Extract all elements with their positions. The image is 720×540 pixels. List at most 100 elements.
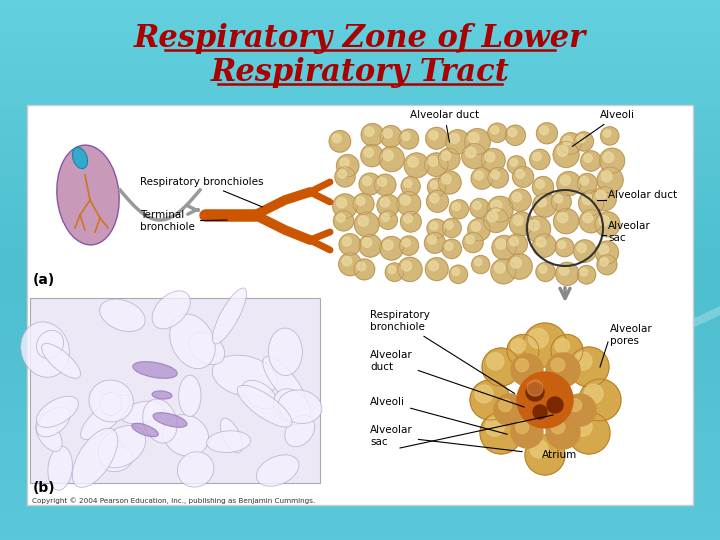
Circle shape (530, 440, 548, 458)
Circle shape (491, 171, 500, 179)
Circle shape (495, 262, 505, 273)
Ellipse shape (212, 288, 246, 344)
Circle shape (471, 222, 480, 231)
Ellipse shape (37, 330, 63, 359)
Circle shape (499, 399, 512, 411)
Circle shape (342, 237, 351, 246)
Circle shape (470, 199, 490, 218)
Circle shape (400, 195, 410, 205)
Circle shape (577, 243, 586, 253)
Circle shape (468, 219, 490, 241)
Circle shape (428, 178, 446, 197)
Circle shape (511, 416, 543, 448)
Circle shape (510, 258, 521, 268)
Ellipse shape (57, 145, 120, 245)
Circle shape (581, 151, 601, 171)
Circle shape (400, 211, 421, 232)
Circle shape (378, 178, 387, 186)
Circle shape (487, 212, 498, 222)
Circle shape (560, 133, 581, 154)
Circle shape (402, 132, 410, 140)
Circle shape (428, 235, 436, 244)
Ellipse shape (102, 439, 122, 460)
Circle shape (516, 421, 528, 434)
Circle shape (547, 397, 563, 413)
Circle shape (557, 145, 568, 156)
Circle shape (580, 210, 603, 233)
Circle shape (358, 216, 369, 226)
Circle shape (463, 232, 483, 253)
Circle shape (449, 133, 459, 144)
Circle shape (472, 255, 490, 274)
FancyBboxPatch shape (30, 298, 320, 483)
Circle shape (445, 242, 453, 250)
Circle shape (546, 415, 580, 449)
Circle shape (536, 180, 544, 188)
Circle shape (491, 259, 516, 284)
Circle shape (473, 201, 481, 210)
Ellipse shape (212, 355, 277, 397)
Circle shape (356, 197, 365, 205)
Text: Alveolar duct: Alveolar duct (410, 110, 479, 142)
Text: Atrium: Atrium (542, 450, 577, 460)
Circle shape (339, 234, 361, 255)
Circle shape (364, 148, 374, 157)
Circle shape (429, 261, 438, 271)
Circle shape (441, 151, 451, 160)
Ellipse shape (37, 407, 70, 437)
Circle shape (425, 232, 446, 253)
Circle shape (593, 187, 616, 211)
Circle shape (512, 192, 521, 202)
Circle shape (399, 129, 418, 149)
Ellipse shape (37, 396, 78, 427)
Ellipse shape (89, 380, 133, 422)
Ellipse shape (220, 418, 243, 453)
Circle shape (600, 127, 618, 145)
Circle shape (427, 219, 446, 238)
Ellipse shape (152, 291, 190, 329)
Circle shape (573, 417, 592, 436)
Circle shape (603, 152, 614, 163)
Circle shape (526, 383, 544, 401)
Circle shape (485, 152, 495, 162)
Circle shape (579, 379, 621, 421)
Circle shape (361, 145, 383, 167)
Ellipse shape (73, 147, 88, 168)
Circle shape (558, 241, 566, 248)
Ellipse shape (163, 415, 209, 456)
Circle shape (523, 323, 567, 367)
Circle shape (408, 157, 418, 167)
Circle shape (533, 177, 554, 198)
Circle shape (336, 214, 345, 222)
Circle shape (516, 170, 525, 178)
Circle shape (426, 258, 448, 281)
Circle shape (525, 435, 565, 475)
Circle shape (383, 129, 392, 138)
Circle shape (574, 240, 596, 262)
Circle shape (475, 385, 493, 403)
Circle shape (379, 146, 404, 172)
Circle shape (555, 339, 570, 353)
Circle shape (505, 125, 526, 145)
Circle shape (536, 262, 555, 281)
Circle shape (556, 262, 579, 285)
Circle shape (539, 126, 549, 135)
Circle shape (491, 200, 502, 211)
Ellipse shape (242, 380, 276, 409)
Circle shape (377, 194, 399, 217)
Circle shape (354, 212, 379, 237)
Circle shape (380, 198, 390, 207)
Circle shape (546, 353, 580, 387)
Circle shape (441, 174, 451, 184)
Circle shape (380, 126, 402, 147)
Circle shape (442, 218, 462, 238)
Circle shape (361, 124, 384, 146)
Text: Alveoli: Alveoli (370, 397, 508, 434)
Ellipse shape (100, 393, 122, 416)
Text: Alveolar
duct: Alveolar duct (370, 350, 524, 407)
Circle shape (353, 193, 374, 214)
Text: Copyright © 2004 Pearson Education, Inc., publishing as Benjamin Cummings.: Copyright © 2004 Pearson Education, Inc.… (32, 497, 315, 504)
Circle shape (569, 399, 582, 411)
Ellipse shape (256, 455, 299, 486)
Ellipse shape (153, 413, 187, 427)
